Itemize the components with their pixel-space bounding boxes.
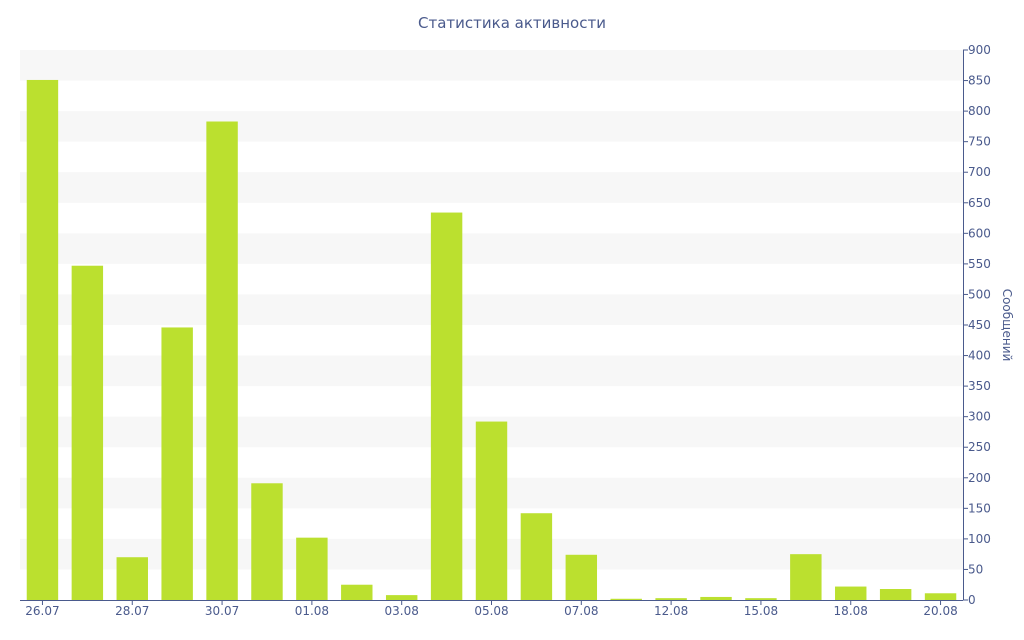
y-tick-label: 100 [968,532,991,546]
bar-26.07 [26,79,59,600]
y-tick-label: 800 [968,104,991,118]
y-axis-ticks: 0 50 100 150 200 250 300 350 400 450 500 550 600 650 7… [963,43,991,607]
bar-28.07 [116,557,148,600]
y-tick-label: 850 [968,74,991,88]
y-tick-label: 500 [968,287,991,301]
bar-31.07 [251,483,283,600]
y-tick-label: 750 [968,135,991,149]
bar-series [26,79,957,601]
y-tick-label: 550 [968,257,991,271]
y-tick-label: 300 [968,410,991,424]
bar-17.08 [790,554,822,600]
y-axis-title: Сообщений [1000,289,1014,362]
bar-27.07 [71,265,104,600]
bar-14.08 [700,596,732,600]
bar-04.08 [430,212,463,601]
bar-19.08 [879,589,912,600]
bar-15.08 [745,598,777,600]
bar-06.08 [520,513,553,600]
grid-band [20,172,963,203]
x-tick-label: 12.08 [654,604,688,618]
y-tick-label: 50 [968,562,983,576]
grid-band [20,50,963,81]
y-tick-label: 450 [968,318,991,332]
bar-11.08 [610,598,642,600]
x-tick-label: 07.08 [564,604,598,618]
bar-02.08 [341,584,373,600]
y-tick-label: 400 [968,349,991,363]
y-tick-label: 150 [968,501,991,515]
x-tick-label: 15.08 [744,604,778,618]
x-tick-label: 01.08 [295,604,329,618]
y-tick-label: 250 [968,440,991,454]
bar-18.08 [835,586,867,600]
grid-band [20,294,963,325]
y-tick-label: 600 [968,226,991,240]
y-tick-label: 0 [968,593,976,607]
y-tick-label: 700 [968,165,991,179]
bar-20.08 [924,593,957,600]
y-tick-label: 650 [968,196,991,210]
y-tick-label: 900 [968,43,991,57]
x-tick-label: 28.07 [115,604,149,618]
bar-03.08 [385,595,418,600]
x-tick-label: 20.08 [923,604,957,618]
bar-01.08 [296,537,328,600]
bar-12.08 [655,598,687,600]
x-tick-label: 03.08 [385,604,419,618]
x-tick-label: 26.07 [25,604,59,618]
y-tick-label: 200 [968,471,991,485]
bar-30.07 [206,121,238,600]
x-axis-ticks: 26.07 28.07 30.07 01.08 03.08 05.08 07.08 12.08… [25,600,958,618]
x-tick-label: 05.08 [474,604,508,618]
y-tick-label: 350 [968,379,991,393]
grid-band [20,233,963,264]
bar-29.07 [161,327,193,600]
x-tick-label: 30.07 [205,604,239,618]
bar-07.08 [565,554,598,600]
bar-05.08 [475,421,508,600]
chart-title: Статистика активности [418,14,606,32]
grid-band [20,111,963,142]
x-tick-label: 18.08 [834,604,868,618]
